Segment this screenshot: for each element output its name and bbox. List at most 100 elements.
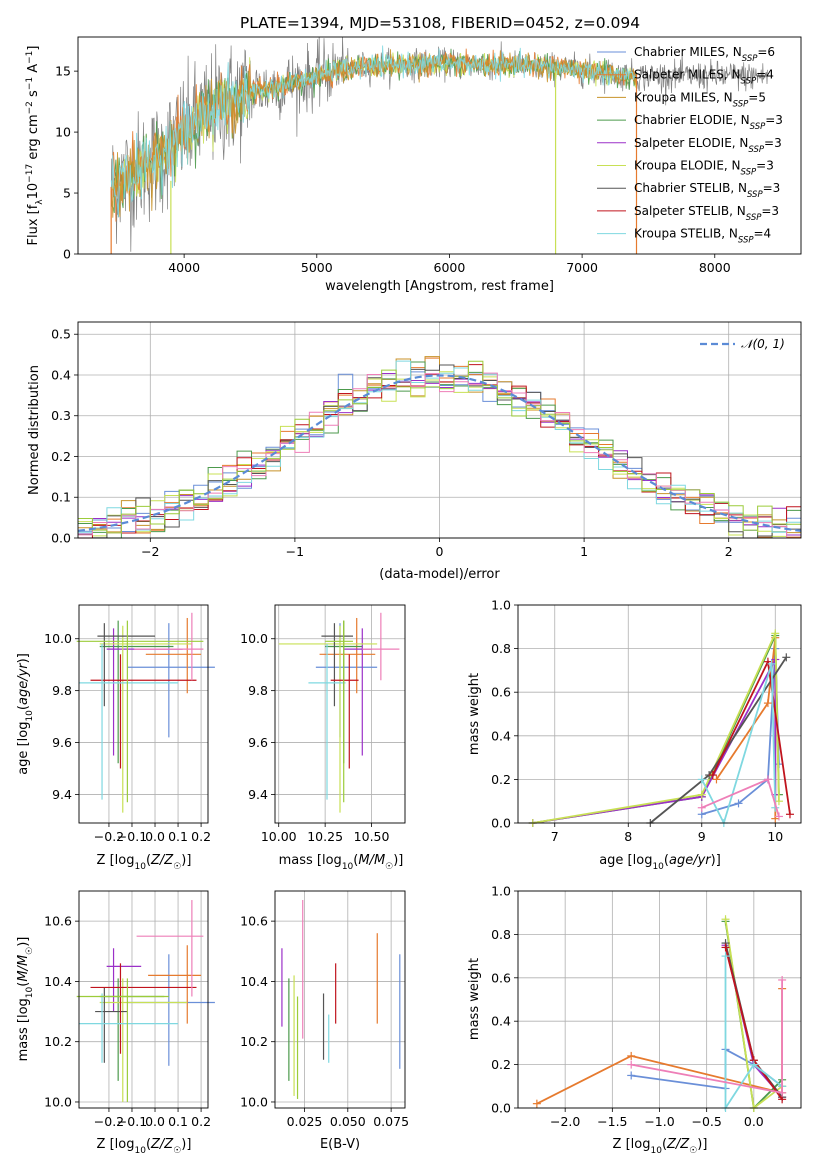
label-part: −2 — [25, 101, 35, 114]
x-tick-label: 5000 — [301, 260, 333, 275]
legend-label: Salpeter STELIB, NSSP=3 — [634, 204, 779, 223]
label-part: mass [log — [279, 853, 342, 868]
y-tick-label: 0.2 — [491, 772, 511, 787]
label-part: age/yr — [16, 662, 31, 705]
mass_weight_vs_Z-axes: −2.0 −1.5 −1.0 −0.5 0.0 0.0 0.2 0.4 0.6 0.8 1.0 — [491, 884, 801, 1129]
y-tick-label: 0.5 — [51, 327, 71, 342]
x-tick-label: 9 — [698, 829, 706, 844]
y-tick-label: 10 — [55, 125, 71, 140]
x-tick-label: −0.5 — [691, 1114, 721, 1129]
label-part: mass [log — [16, 998, 31, 1061]
label-part: )] — [711, 853, 721, 868]
legend-label: Chabrier MILES, NSSP=6 — [634, 45, 775, 64]
mw-age-xlabel: age [log10(age/yr)] — [599, 853, 721, 872]
label-part: 10 — [134, 1146, 146, 1156]
label-part: Z/Z — [666, 1137, 690, 1152]
x-tick-label: −0.1 — [117, 829, 147, 844]
legend-count: =4 — [756, 68, 774, 82]
label-part: −17 — [25, 164, 35, 183]
spectrum-frame — [77, 36, 802, 255]
legend-count: =3 — [763, 181, 781, 195]
label-part: ☉ — [385, 862, 393, 872]
y-tick-label: 10.0 — [44, 631, 72, 646]
label-part: 10 — [25, 986, 35, 998]
label-part: erg cm — [26, 114, 41, 163]
x-tick-label: 6000 — [434, 260, 466, 275]
figure-title: PLATE=1394, MJD=53108, FIBERID=0452, z=0… — [240, 14, 640, 32]
x-tick-label: 1 — [580, 544, 588, 559]
x-tick-label: −1.0 — [644, 1114, 674, 1129]
mass-vs-ebv-xlabel: E(B-V) — [320, 1137, 360, 1152]
age_vs_mass-axes: 10.00 10.25 10.50 9.4 9.6 9.8 10.0 — [240, 605, 405, 844]
label-part: ☉ — [689, 1146, 697, 1156]
mw-z-ylabel: mass weight — [467, 958, 482, 1040]
label-part: ( — [146, 1137, 151, 1152]
label-part: Z [log — [613, 1137, 651, 1152]
y-tick-label: 9.4 — [52, 787, 72, 802]
y-tick-label: 0.6 — [491, 970, 511, 985]
residuals-ylabel: Normed distribution — [27, 365, 42, 495]
spectrum-axes: 4000 5000 6000 7000 8000 0 5 10 15 — [55, 64, 731, 275]
label-part: ] — [26, 46, 41, 51]
y-tick-label: 0.0 — [491, 816, 511, 831]
legend-label: Chabrier ELODIE, NSSP=3 — [634, 113, 783, 132]
legend-label: Chabrier STELIB, NSSP=3 — [634, 181, 780, 200]
label-part: age [log — [599, 853, 652, 868]
x-tick-label: 0.075 — [373, 1114, 409, 1129]
mw-z-xlabel: Z [log10(Z/Z☉)] — [613, 1137, 708, 1156]
legend-label: Salpeter ELODIE, NSSP=3 — [634, 136, 782, 155]
mass_weight_vs_age-axes: 7 8 9 10 0.0 0.2 0.4 0.6 0.8 1.0 — [491, 598, 801, 844]
legend-count: =6 — [757, 45, 775, 59]
legend-text: Salpeter ELODIE, N — [634, 136, 748, 150]
age-vs-mass-xlabel: mass [log10(M/M☉)] — [279, 853, 404, 872]
mass-weight-line — [532, 632, 780, 824]
y-tick-label: 1.0 — [491, 884, 511, 899]
mass_vs_ebv-points — [281, 900, 401, 1099]
x-tick-label: −0.2 — [94, 1114, 124, 1129]
y-tick-label: 0.4 — [491, 728, 511, 743]
label-part: )] — [181, 853, 191, 868]
label-part: Z/Z — [150, 853, 174, 868]
histogram-group — [78, 356, 801, 539]
x-tick-label: 4000 — [168, 260, 200, 275]
label-part: s — [26, 90, 41, 101]
legend-sub: SSP — [738, 236, 754, 246]
y-tick-label: 9.8 — [248, 683, 268, 698]
spectrum-ylabel: Flux [fλ10−17 erg cm−2 s−1 A−1] — [25, 46, 45, 246]
histogram-step — [78, 360, 801, 534]
model-spectrum-line — [110, 45, 637, 218]
x-tick-label: −2.0 — [550, 1114, 580, 1129]
label-part: M/M — [358, 853, 385, 868]
label-part: ( — [146, 853, 151, 868]
label-part: ☉ — [25, 947, 35, 955]
y-tick-label: 0.0 — [51, 531, 71, 546]
legend-count: =3 — [761, 204, 779, 218]
y-tick-label: 10.0 — [44, 1094, 72, 1109]
x-tick-label: 0.025 — [287, 1114, 323, 1129]
y-tick-label: 0.2 — [51, 449, 71, 464]
label-part: −1 — [25, 51, 35, 64]
x-tick-label: −0.2 — [94, 829, 124, 844]
label-part: Z/Z — [150, 1137, 174, 1152]
y-tick-label: 10.4 — [44, 974, 72, 989]
y-tick-label: 9.8 — [52, 683, 72, 698]
mass-vs-z-ylabel: mass [log10(M/M☉)] — [16, 937, 35, 1062]
y-tick-label: 5 — [63, 186, 71, 201]
label-part: M/M — [16, 955, 31, 982]
y-tick-label: 0.4 — [51, 367, 71, 382]
y-tick-label: 0.0 — [491, 1101, 511, 1116]
y-tick-label: 9.6 — [248, 735, 268, 750]
label-part: ☉ — [173, 1146, 181, 1156]
y-tick-label: 1.0 — [491, 598, 511, 613]
label-part: 10 — [134, 862, 146, 872]
label-part: ( — [16, 705, 31, 710]
legend-text: Salpeter MILES, N — [634, 68, 741, 82]
legend-label: 𝒩(0, 1) — [741, 337, 785, 351]
legend-text: Chabrier ELODIE, N — [634, 113, 750, 127]
label-part: age [log — [16, 722, 31, 775]
mass_vs_Z-axes: −0.2−0.10.0 0.1 0.2 10.0 10.2 10.4 10.6 — [44, 891, 211, 1129]
x-tick-label: 0.2 — [191, 1114, 211, 1129]
label-part: ( — [16, 982, 31, 987]
x-tick-label: −0.1 — [117, 1114, 147, 1129]
mass_weight_vs_age-frame — [517, 604, 802, 824]
